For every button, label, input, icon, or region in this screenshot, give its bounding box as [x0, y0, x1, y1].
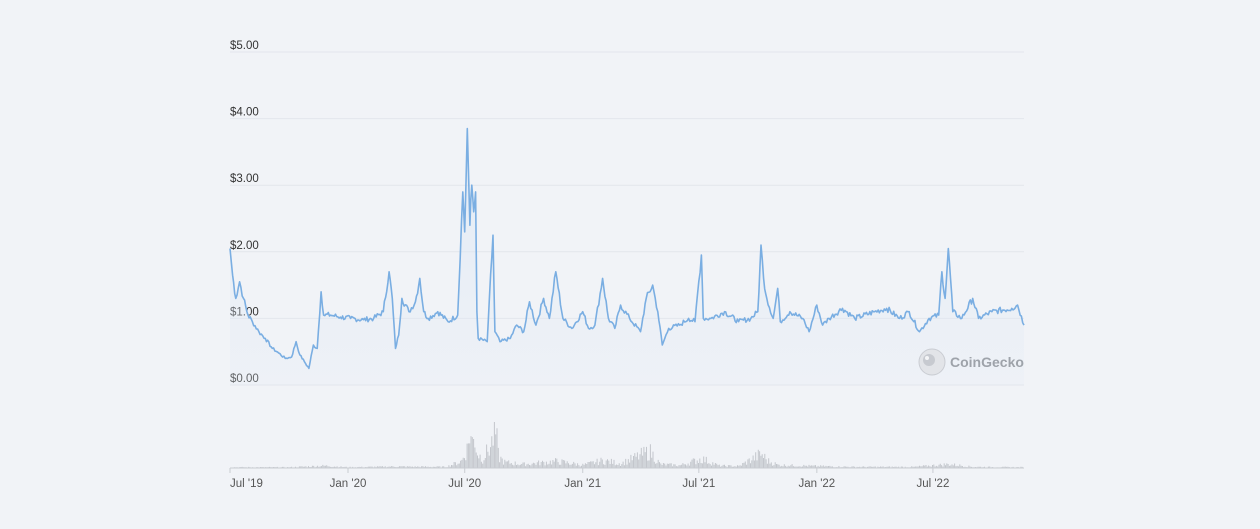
coingecko-watermark: CoinGecko — [918, 348, 1024, 376]
watermark-text: CoinGecko — [950, 354, 1024, 370]
x-tick-label: Jul '22 — [916, 478, 949, 490]
y-tick-label: $4.00 — [230, 107, 259, 119]
price-line — [229, 127, 1025, 370]
x-tick-label: Jul '21 — [682, 478, 715, 490]
gecko-logo-icon — [918, 348, 946, 376]
price-area-fill — [230, 128, 1024, 385]
x-tick-label: Jul '19 — [230, 478, 263, 490]
x-tick-label: Jul '20 — [448, 478, 481, 490]
volume-bars — [230, 422, 1024, 468]
y-tick-label: $5.00 — [230, 40, 259, 52]
x-tick-label: Jan '22 — [798, 478, 835, 490]
y-tick-label: $2.00 — [230, 240, 259, 252]
x-axis-ticks: Jul '19 Jan '20 Jul '20 Jan '21 Jul '21 Jan '… — [229, 468, 949, 490]
x-tick-label: Jan '20 — [330, 478, 367, 490]
x-tick-label: Jan '21 — [564, 478, 601, 490]
y-axis-ticks: $0.00$1.00$2.00$3.00$4.00$5.00 — [230, 40, 259, 385]
y-tick-label: $3.00 — [230, 173, 259, 185]
